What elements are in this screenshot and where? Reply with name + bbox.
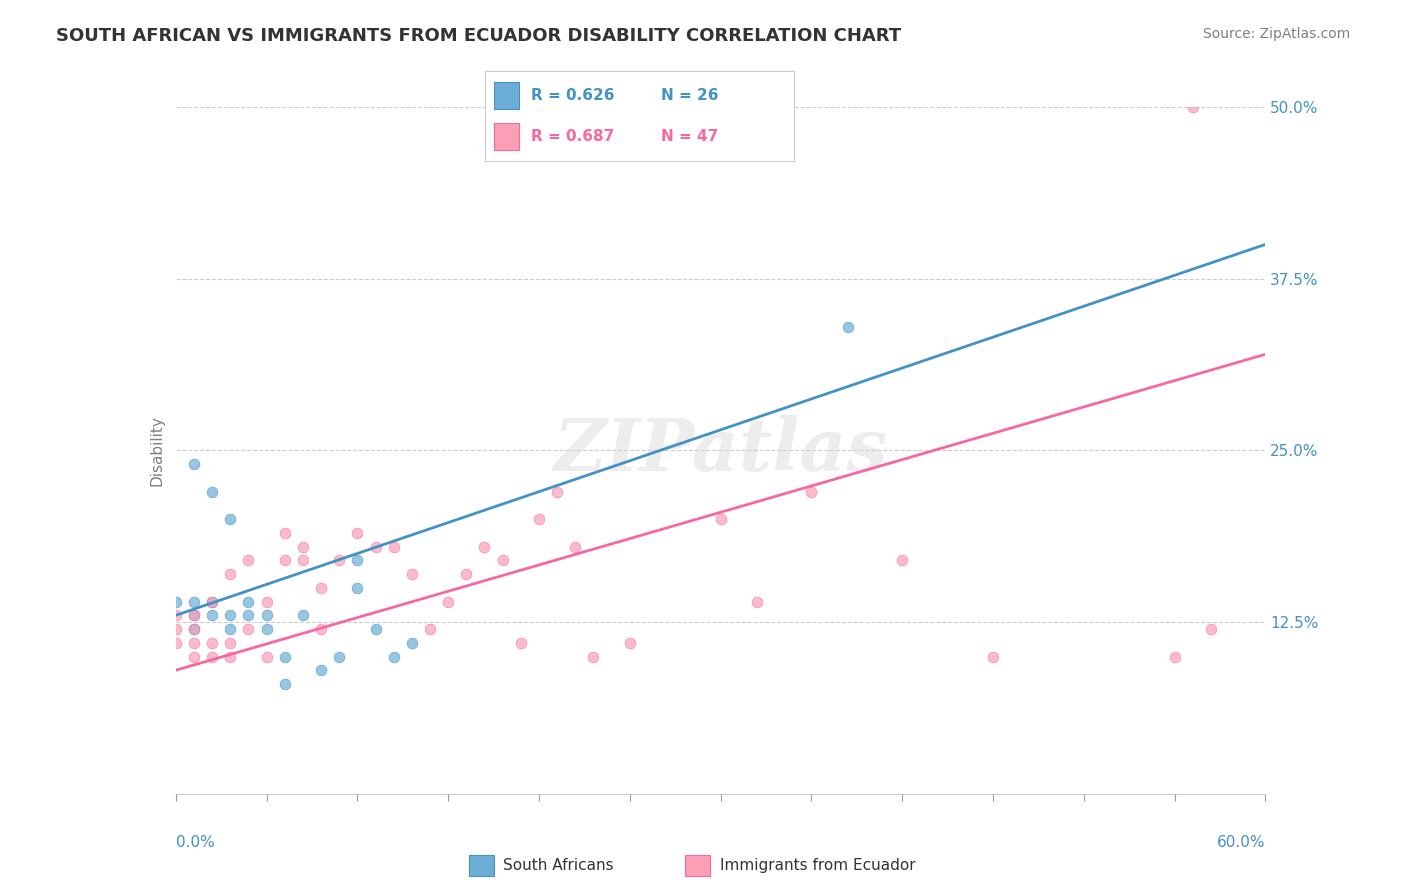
Point: [183, 622, 205, 636]
Point: [364, 622, 387, 636]
Point: [201, 594, 224, 608]
Text: Source: ZipAtlas.com: Source: ZipAtlas.com: [1202, 27, 1350, 41]
Point: [165, 636, 187, 650]
Point: [274, 525, 297, 540]
Text: ZIPatlas: ZIPatlas: [554, 415, 887, 486]
Point: [219, 622, 242, 636]
FancyBboxPatch shape: [495, 82, 519, 109]
Y-axis label: Disability: Disability: [149, 415, 165, 486]
Point: [183, 594, 205, 608]
Text: Immigrants from Ecuador: Immigrants from Ecuador: [720, 858, 915, 872]
Text: R = 0.626: R = 0.626: [531, 88, 614, 103]
Point: [201, 594, 224, 608]
Point: [309, 622, 332, 636]
Point: [183, 636, 205, 650]
Point: [1181, 100, 1204, 114]
Point: [492, 553, 515, 567]
Point: [546, 484, 568, 499]
Point: [183, 649, 205, 664]
Point: [238, 608, 260, 623]
Point: [437, 594, 460, 608]
Point: [291, 608, 314, 623]
Point: [382, 649, 405, 664]
Point: [219, 649, 242, 664]
Text: R = 0.687: R = 0.687: [531, 129, 614, 144]
Point: [419, 622, 441, 636]
Point: [219, 567, 242, 582]
Point: [183, 608, 205, 623]
Point: [619, 636, 641, 650]
Point: [183, 608, 205, 623]
Point: [183, 622, 205, 636]
Point: [165, 594, 187, 608]
Point: [382, 540, 405, 554]
Text: N = 26: N = 26: [661, 88, 718, 103]
Point: [201, 484, 224, 499]
Point: [800, 484, 823, 499]
Point: [745, 594, 768, 608]
Point: [238, 594, 260, 608]
Point: [165, 622, 187, 636]
Text: 0.0%: 0.0%: [176, 835, 215, 850]
Point: [256, 608, 278, 623]
Point: [837, 319, 859, 334]
Point: [201, 649, 224, 664]
Point: [165, 608, 187, 623]
Point: [256, 649, 278, 664]
Point: [219, 608, 242, 623]
Point: [238, 622, 260, 636]
Point: [328, 553, 350, 567]
Point: [346, 525, 368, 540]
Point: [364, 540, 387, 554]
Point: [509, 636, 531, 650]
Point: [891, 553, 914, 567]
Point: [219, 636, 242, 650]
Point: [527, 512, 550, 526]
Point: [256, 622, 278, 636]
Point: [328, 649, 350, 664]
FancyBboxPatch shape: [686, 855, 710, 876]
Point: [346, 553, 368, 567]
Point: [710, 512, 733, 526]
Text: N = 47: N = 47: [661, 129, 718, 144]
Point: [1199, 622, 1222, 636]
Text: SOUTH AFRICAN VS IMMIGRANTS FROM ECUADOR DISABILITY CORRELATION CHART: SOUTH AFRICAN VS IMMIGRANTS FROM ECUADOR…: [56, 27, 901, 45]
Point: [401, 636, 423, 650]
Point: [1163, 649, 1185, 664]
Text: 60.0%: 60.0%: [1218, 835, 1265, 850]
Point: [309, 663, 332, 677]
Point: [309, 581, 332, 595]
Point: [238, 553, 260, 567]
Point: [219, 512, 242, 526]
Point: [274, 677, 297, 691]
Text: South Africans: South Africans: [503, 858, 614, 872]
Point: [274, 649, 297, 664]
Point: [274, 553, 297, 567]
FancyBboxPatch shape: [470, 855, 494, 876]
Point: [291, 553, 314, 567]
Point: [201, 636, 224, 650]
Point: [456, 567, 478, 582]
FancyBboxPatch shape: [495, 123, 519, 150]
Point: [291, 540, 314, 554]
Point: [401, 567, 423, 582]
Point: [346, 581, 368, 595]
Point: [183, 457, 205, 471]
Point: [201, 608, 224, 623]
Point: [474, 540, 496, 554]
Point: [981, 649, 1004, 664]
Point: [564, 540, 586, 554]
Point: [582, 649, 605, 664]
Point: [256, 594, 278, 608]
